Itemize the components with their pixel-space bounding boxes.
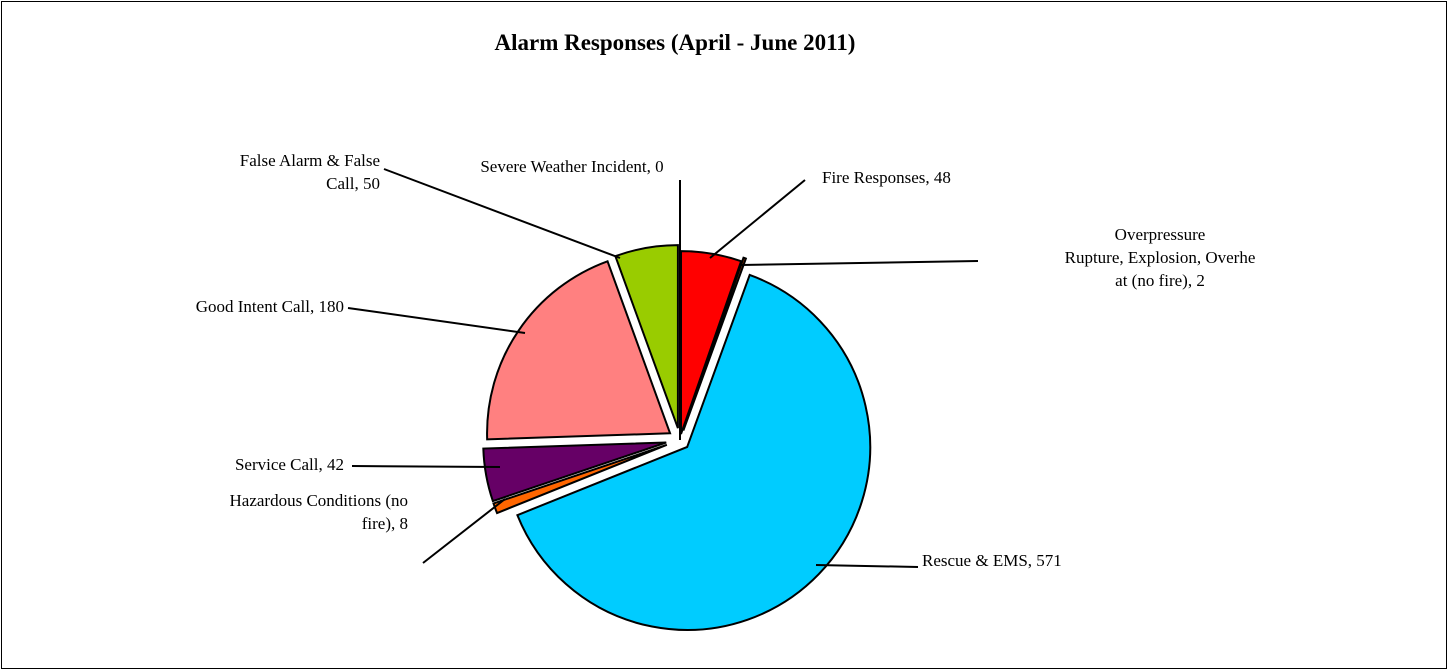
pie-slice-rescue-ems <box>516 273 872 631</box>
leader-lines <box>347 168 979 568</box>
data-label-line: Rupture, Explosion, Overhe <box>1065 248 1256 267</box>
pie-slice-hazardous-conditions-no-fire <box>492 443 668 515</box>
data-label-line: False Alarm & False <box>240 151 380 170</box>
leader-line-good-intent-call <box>347 307 526 334</box>
data-label-severe-weather-incident: Severe Weather Incident, 0 <box>480 157 663 176</box>
data-label-line: Service Call, 42 <box>235 455 344 474</box>
data-label-service-call: Service Call, 42 <box>235 455 344 474</box>
data-labels: Fire Responses, 48 Overpressure Rupture, E… <box>196 151 1256 570</box>
pie-slices <box>482 244 872 631</box>
pie-slice-overpressure-rupture-explosion-overheat-no-fire <box>682 256 748 431</box>
data-label-line: fire), 8 <box>362 514 408 533</box>
data-label-rescue-ems: Rescue & EMS, 571 <box>922 551 1062 570</box>
data-label-hazardous-conditions-no-fire: Hazardous Conditions (no fire), 8 <box>230 491 408 533</box>
data-label-overpressure-rupture-explosion-overheat-no-fire: Overpressure Rupture, Explosion, Overhe at… <box>1065 225 1256 290</box>
data-label-line: Fire Responses, 48 <box>822 168 951 187</box>
leader-line-rescue-ems <box>815 564 919 568</box>
leader-line-overpressure-rupture-explosion-overheat-no-fire <box>740 260 979 266</box>
data-label-line: Hazardous Conditions (no <box>230 491 408 510</box>
pie-slice-service-call <box>482 441 667 503</box>
leader-line-false-alarm-false-call <box>383 168 621 259</box>
data-label-good-intent-call: Good Intent Call, 180 <box>196 297 344 316</box>
chart-title: Alarm Responses (April - June 2011) <box>494 30 856 55</box>
data-label-line: Good Intent Call, 180 <box>196 297 344 316</box>
data-label-line: at (no fire), 2 <box>1115 271 1205 290</box>
data-label-line: Severe Weather Incident, 0 <box>480 157 663 176</box>
data-label-line: Call, 50 <box>326 174 380 193</box>
data-label-line: Overpressure <box>1115 225 1206 244</box>
leader-line-hazardous-conditions-no-fire <box>422 498 506 564</box>
leader-line-fire-responses <box>709 179 806 259</box>
pie-slice-good-intent-call <box>486 260 672 441</box>
pie-slice-fire-responses <box>680 250 743 435</box>
leader-line-service-call <box>351 465 501 468</box>
data-label-fire-responses: Fire Responses, 48 <box>822 168 951 187</box>
data-label-line: Rescue & EMS, 571 <box>922 551 1062 570</box>
data-label-false-alarm-false-call: False Alarm & False Call, 50 <box>240 151 380 193</box>
